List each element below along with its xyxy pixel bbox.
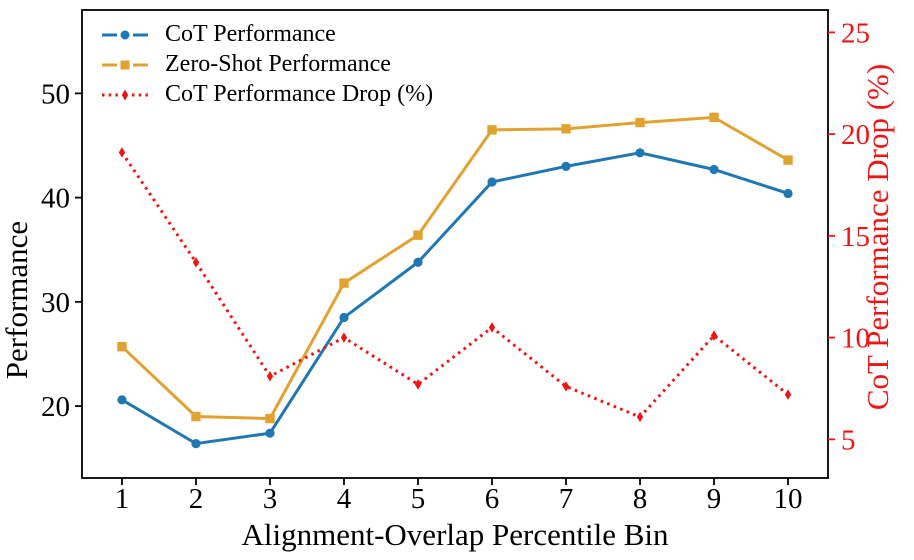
legend-line-cot-drop-icon: [102, 89, 148, 100]
data-point-marker: [118, 147, 126, 158]
y-axis-label-left: Performance: [0, 221, 34, 379]
data-point-marker: [488, 322, 496, 333]
y-axis-right-tick-label: 10: [841, 323, 870, 355]
data-point-marker: [265, 413, 275, 424]
data-point-marker: [710, 330, 718, 341]
y-axis-right-tick-label: 5: [841, 424, 856, 456]
y-axis-right-tick-label: 20: [841, 119, 870, 151]
legend-label-cot-drop: CoT Performance Drop (%): [165, 81, 434, 107]
y-axis-left-tick-label: 50: [41, 78, 70, 110]
x-axis-tick-label: 2: [189, 483, 204, 515]
data-point-marker: [339, 312, 349, 323]
x-axis-tick-label: 7: [559, 483, 574, 515]
series-line-2: [120, 151, 789, 419]
y-axis-left-tick-label: 30: [41, 287, 70, 319]
data-point-marker: [117, 341, 127, 352]
data-point-marker: [192, 257, 200, 268]
y-axis-right-tick-label: 15: [841, 221, 870, 253]
legend-item-cot-performance: CoT Performance: [101, 21, 433, 48]
data-point-marker: [635, 117, 645, 128]
data-point-marker: [413, 257, 423, 267]
data-point-marker: [487, 125, 497, 135]
legend-label-cot-performance: CoT Performance: [165, 21, 336, 47]
data-point-marker: [265, 428, 275, 438]
legend-line-zero-shot-icon: [102, 60, 148, 69]
data-point-marker: [635, 148, 645, 158]
x-axis-tick-label: 9: [707, 483, 722, 515]
legend-line-cot-icon: [102, 30, 148, 39]
legend: CoT Performance Zero-Shot Performance Co…: [101, 21, 433, 108]
data-point-marker: [562, 381, 570, 392]
data-point-marker: [784, 389, 792, 400]
data-point-marker: [783, 155, 793, 165]
data-point-marker: [561, 124, 571, 134]
data-point-marker: [636, 411, 644, 423]
data-point-marker: [266, 371, 274, 382]
data-point-marker: [709, 164, 719, 175]
y-axis-right-tick-label: 25: [841, 17, 870, 49]
y-axis-left-tick-label: 20: [41, 391, 70, 423]
data-point-marker: [191, 411, 201, 422]
data-point-marker: [117, 395, 127, 405]
x-axis-label: Alignment-Overlap Percentile Bin: [242, 517, 669, 552]
data-point-marker: [487, 177, 497, 187]
series-line-1: [120, 115, 789, 421]
x-axis-tick-label: 5: [411, 483, 426, 515]
data-point-marker: [783, 188, 793, 199]
x-axis-tick-label: 6: [485, 483, 500, 515]
y-axis-left-tick-label: 40: [41, 183, 70, 215]
x-axis-tick-label: 10: [774, 483, 803, 515]
data-point-marker: [561, 161, 571, 171]
data-point-marker: [709, 112, 719, 123]
data-point-marker: [191, 439, 201, 449]
data-point-marker: [413, 230, 423, 240]
plot-frame: [81, 9, 829, 479]
x-axis-tick-label: 4: [337, 483, 352, 515]
data-point-marker: [340, 332, 348, 343]
series-line-0: [121, 151, 789, 446]
legend-item-zero-shot-performance: Zero-Shot Performance: [101, 51, 433, 78]
data-point-marker: [339, 278, 349, 288]
x-axis-tick-label: 3: [263, 483, 278, 515]
y-axis-label-right: CoT Performance Drop (%): [860, 64, 895, 410]
x-axis-tick-label: 1: [115, 483, 130, 515]
data-point-marker: [414, 379, 422, 390]
legend-label-zero-shot-performance: Zero-Shot Performance: [165, 51, 391, 77]
legend-item-cot-drop: CoT Performance Drop (%): [101, 81, 433, 108]
x-axis-tick-label: 8: [633, 483, 648, 515]
